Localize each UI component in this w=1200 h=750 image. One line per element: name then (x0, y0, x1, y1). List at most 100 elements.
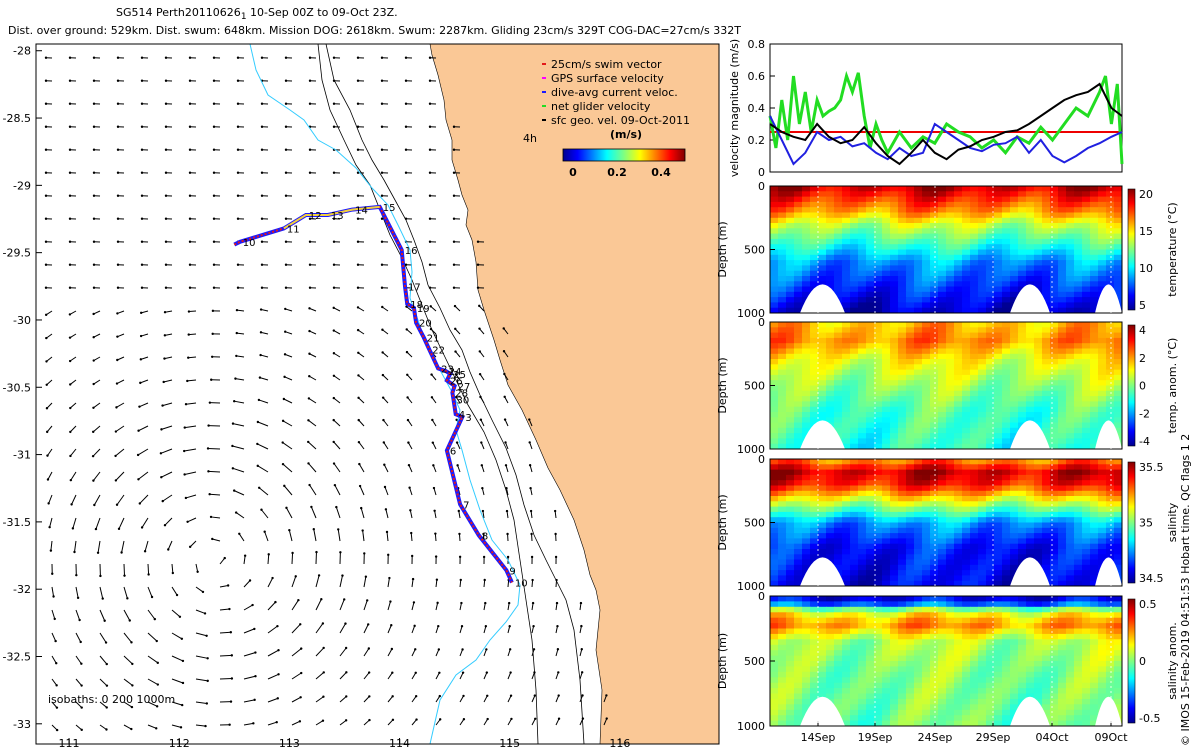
section-cell (1002, 380, 1011, 386)
current-arrow-head (434, 555, 438, 558)
section-cell (962, 522, 971, 529)
section-cell (818, 490, 827, 497)
section-cell (890, 359, 899, 365)
section-cell (1018, 196, 1027, 203)
section-cell (810, 639, 819, 646)
section-cell (1018, 385, 1027, 392)
section-cell (938, 559, 947, 566)
current-arrow (184, 471, 197, 475)
section-cell (954, 427, 963, 434)
section-cell (834, 412, 843, 418)
current-arrow-head (105, 706, 108, 709)
section-cell (906, 564, 915, 571)
current-arrow-head (297, 598, 300, 602)
section-cell (1042, 538, 1051, 545)
section-cell (1026, 522, 1035, 529)
section-cell (858, 511, 867, 518)
section-cell (1034, 406, 1043, 413)
section-cell (1010, 201, 1019, 208)
current-arrow (232, 423, 245, 427)
section-cell (978, 249, 987, 256)
section-cell (826, 601, 835, 608)
section-cell (794, 459, 803, 465)
current-arrow-head (534, 717, 537, 720)
section-cell (938, 406, 947, 413)
section-cell (1002, 201, 1011, 208)
section-cell (794, 538, 803, 545)
section-cell (930, 464, 939, 471)
section-cell (834, 385, 843, 392)
section-cell (874, 623, 883, 629)
section-cell (834, 396, 843, 402)
section-cell (826, 374, 835, 381)
section-cell (1018, 501, 1027, 508)
section-cell (842, 623, 851, 629)
section-cell (842, 511, 851, 518)
section-cell (1010, 601, 1019, 608)
section-cell (818, 469, 827, 476)
section-cell (770, 212, 779, 219)
section-cell (810, 474, 819, 481)
section-cell (1090, 464, 1099, 471)
section-cell (970, 559, 979, 566)
section-cell (842, 533, 851, 539)
section-cell (994, 485, 1003, 492)
current-arrow (116, 494, 125, 506)
title-mission: SG514 Perth20110626 (116, 6, 241, 19)
section-cell (810, 628, 819, 635)
current-arrow (195, 701, 207, 704)
section-cell (874, 223, 883, 229)
section-cell (802, 244, 811, 250)
section-cell (970, 549, 979, 555)
section-cell (954, 511, 963, 518)
section-cell (1066, 496, 1075, 502)
section-cell (1114, 364, 1123, 371)
section-cell (1034, 364, 1043, 371)
section-cell (1042, 380, 1051, 386)
section-cell (1010, 369, 1019, 376)
current-arrow-head (260, 240, 264, 243)
section-cell (930, 490, 939, 497)
current-arrow (315, 647, 325, 657)
section-cell (834, 490, 843, 497)
current-arrow-head (481, 486, 484, 490)
section-cell (890, 254, 899, 261)
section-cell (938, 474, 947, 481)
current-arrow-head (411, 577, 415, 581)
current-arrow (358, 463, 365, 473)
section-cell (1002, 406, 1011, 413)
section-cell (922, 480, 931, 486)
section-cell (1042, 559, 1051, 566)
section-cell (994, 527, 1003, 534)
section-cell (1034, 617, 1043, 624)
current-arrow (171, 655, 184, 662)
current-arrow-head (530, 555, 534, 559)
section-cell (898, 406, 907, 413)
section-cell (1074, 207, 1083, 213)
section-cell (1026, 639, 1035, 646)
section-cell (1034, 390, 1043, 397)
current-arrow (411, 602, 415, 611)
section-cell (1010, 270, 1019, 277)
section-cell (914, 511, 923, 518)
section-cell (770, 511, 779, 518)
section-cell (858, 302, 867, 309)
section-cell (1002, 617, 1011, 624)
section-cell (842, 276, 851, 282)
current-arrow-head (69, 430, 72, 434)
section-cell (866, 644, 875, 651)
section-cell (970, 343, 979, 349)
section-cell (882, 612, 891, 619)
section-cell (1106, 207, 1115, 213)
section-cell (786, 307, 795, 314)
section-cell (1082, 506, 1091, 513)
section-cell (914, 628, 923, 635)
section-cell (914, 543, 923, 550)
section-cell (786, 496, 795, 502)
section-cell (858, 233, 867, 240)
section-cell (850, 485, 859, 492)
current-arrow-head (68, 102, 72, 105)
section-cell (858, 276, 867, 282)
section-cell (818, 233, 827, 240)
section-cell (1082, 254, 1091, 261)
